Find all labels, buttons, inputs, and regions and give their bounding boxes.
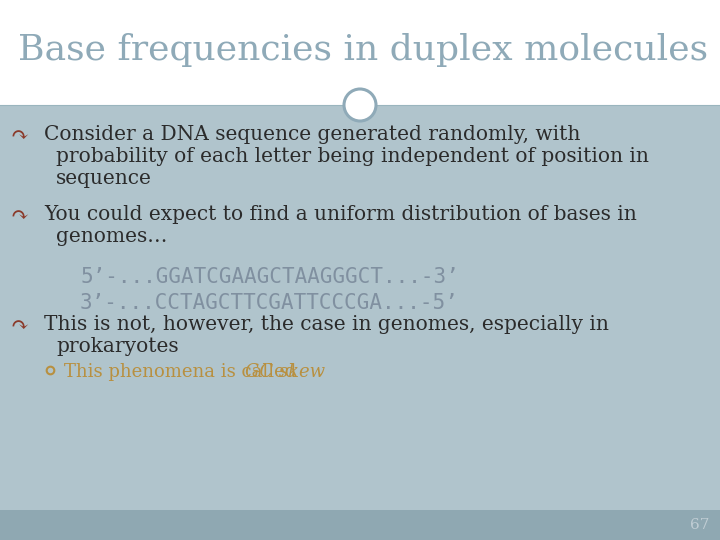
- Text: ↷: ↷: [10, 125, 28, 147]
- Text: sequence: sequence: [56, 169, 152, 188]
- Text: GC skew: GC skew: [245, 363, 325, 381]
- Bar: [0, 0, 720, 105]
- Text: You could expect to find a uniform distribution of bases in: You could expect to find a uniform distr…: [44, 205, 636, 224]
- Text: probability of each letter being independent of position in: probability of each letter being indepen…: [56, 147, 649, 166]
- Text: ↷: ↷: [10, 315, 28, 337]
- Text: 5’-...GGATCGAAGCTAAGGGCT...-3’: 5’-...GGATCGAAGCTAAGGGCT...-3’: [80, 267, 459, 287]
- Text: Consider a DNA sequence generated randomly, with: Consider a DNA sequence generated random…: [44, 125, 580, 144]
- Text: genomes…: genomes…: [56, 227, 167, 246]
- Text: This phenomena is called: This phenomena is called: [64, 363, 302, 381]
- Text: ↷: ↷: [10, 205, 28, 227]
- Text: 67: 67: [690, 518, 710, 532]
- Circle shape: [344, 89, 376, 121]
- Bar: [0, 105, 720, 510]
- Text: prokaryotes: prokaryotes: [56, 337, 179, 356]
- Bar: [0, 510, 720, 540]
- Text: This is not, however, the case in genomes, especially in: This is not, however, the case in genome…: [44, 315, 609, 334]
- Text: 3’-...CCTAGCTTCGATTCCCGA...-5’: 3’-...CCTAGCTTCGATTCCCGA...-5’: [80, 293, 459, 313]
- Text: Base frequencies in duplex molecules: Base frequencies in duplex molecules: [18, 33, 708, 68]
